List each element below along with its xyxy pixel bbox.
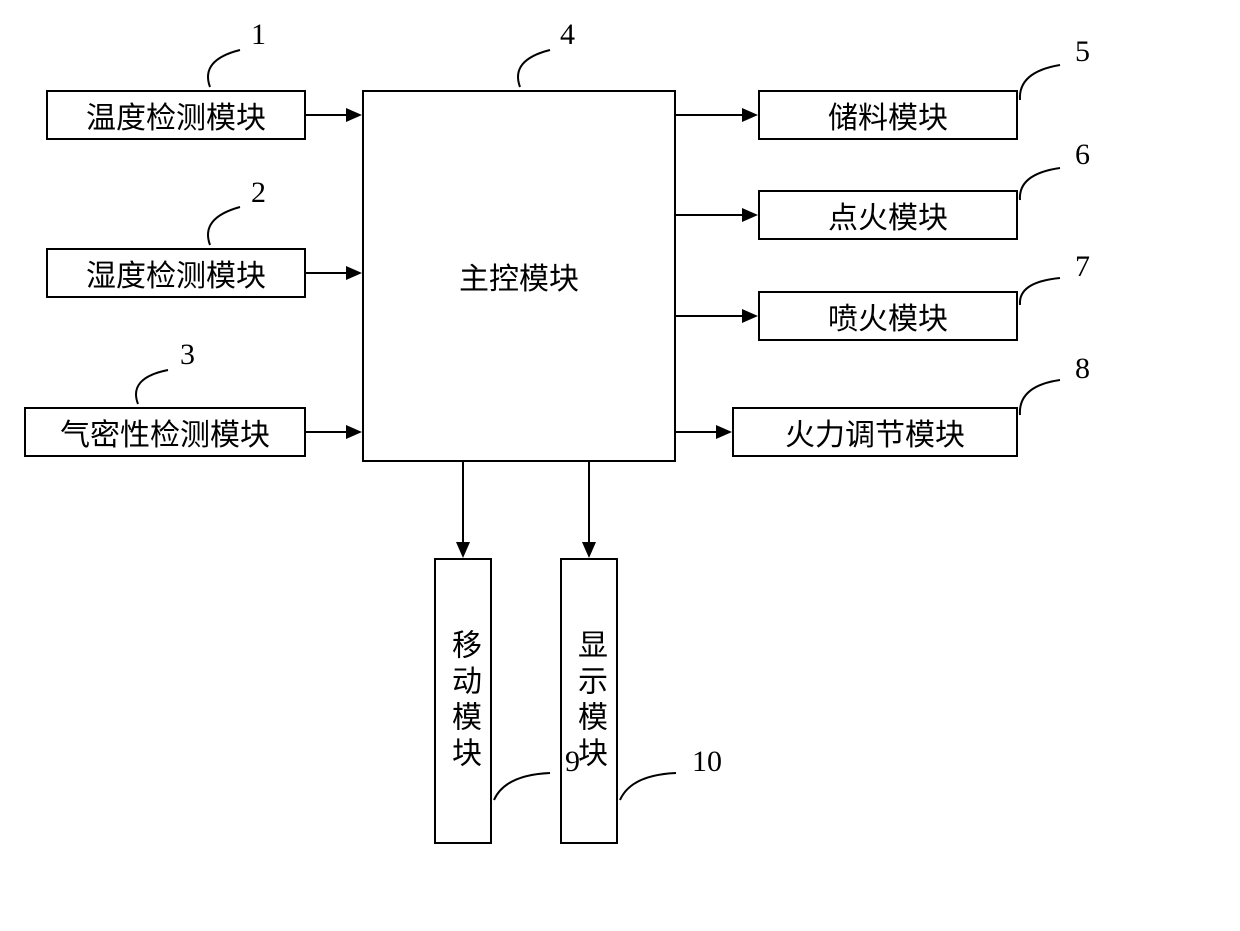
movement-module: 移动模块: [434, 558, 492, 844]
node-label: 气密性检测模块: [60, 410, 270, 454]
ref-number-10: 10: [692, 745, 722, 779]
arrow-n4-n8: [676, 420, 732, 444]
node-label: 湿度检测模块: [86, 251, 266, 295]
ref-number-5: 5: [1075, 35, 1090, 69]
arrow-n4-n6: [676, 203, 758, 227]
arrow-n4-n5: [676, 103, 758, 127]
ref-number-7: 7: [1075, 250, 1090, 284]
storage-module: 储料模块: [758, 90, 1018, 140]
ref-number-1: 1: [251, 18, 266, 52]
arrow-n2-n4: [306, 261, 362, 285]
node-label: 喷火模块: [828, 294, 948, 338]
humidity-detection-module: 湿度检测模块: [46, 248, 306, 298]
fire-adjustment-module: 火力调节模块: [732, 407, 1018, 457]
main-control-module: 主控模块: [362, 90, 676, 462]
node-label: 移动模块: [441, 629, 485, 773]
node-label: 储料模块: [828, 93, 948, 137]
display-module: 显示模块: [560, 558, 618, 844]
node-label: 主控模块: [459, 254, 579, 298]
fire-spray-module: 喷火模块: [758, 291, 1018, 341]
arrow-n4-n7: [676, 304, 758, 328]
ref-number-6: 6: [1075, 138, 1090, 172]
ref-number-9: 9: [565, 745, 580, 779]
arrow-n4-n9: [451, 462, 475, 558]
airtightness-detection-module: 气密性检测模块: [24, 407, 306, 457]
temperature-detection-module: 温度检测模块: [46, 90, 306, 140]
arrow-n3-n4: [306, 420, 362, 444]
arrow-n4-n10: [577, 462, 601, 558]
node-label: 温度检测模块: [86, 93, 266, 137]
arrow-n1-n4: [306, 103, 362, 127]
ref-number-8: 8: [1075, 352, 1090, 386]
ref-number-3: 3: [180, 338, 195, 372]
ignition-module: 点火模块: [758, 190, 1018, 240]
ref-number-2: 2: [251, 176, 266, 210]
node-label: 点火模块: [828, 193, 948, 237]
ref-number-4: 4: [560, 18, 575, 52]
node-label: 火力调节模块: [785, 410, 965, 454]
